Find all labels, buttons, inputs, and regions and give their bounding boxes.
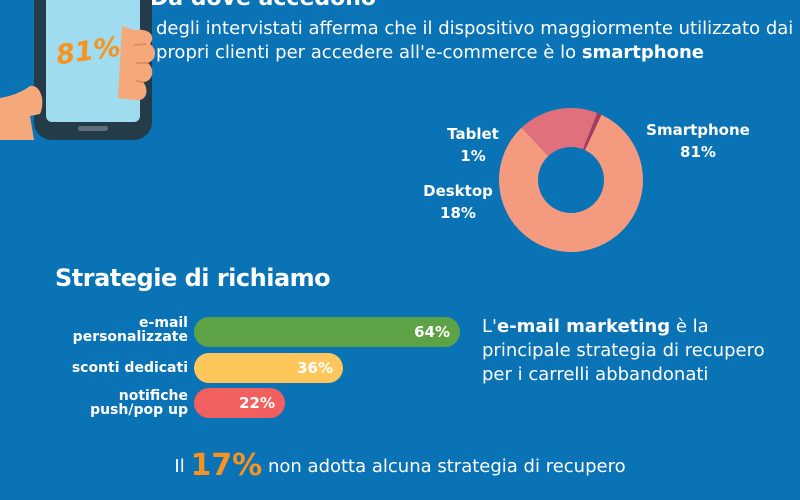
pie-label-smartphone-value: 81% (680, 143, 716, 161)
pie-label-smartphone-name: Smartphone (646, 121, 750, 139)
donut-slice-tablet (583, 112, 602, 151)
device-donut-chart (499, 108, 643, 252)
pie-label-desktop-value: 18% (440, 204, 476, 222)
strategy-note-highlight: e-mail marketing (496, 316, 671, 337)
footer-prefix: Il (174, 456, 185, 477)
bar-value-email: 64% (414, 323, 450, 341)
bar-sconti (194, 353, 343, 383)
pie-label-desktop-name: Desktop (423, 182, 493, 200)
phone-screen (46, 0, 140, 122)
strategy-note: L'e-mail marketing è la principale strat… (482, 315, 782, 387)
bar-value-sconti: 36% (297, 359, 333, 377)
pie-label-tablet-value: 1% (460, 147, 486, 165)
bar-label-sconti: sconti dedicati (71, 360, 188, 376)
pie-label-smartphone: Smartphone 81% (638, 119, 758, 163)
bar-label-email: e-mail personalizzate (72, 315, 188, 345)
intro-text-main: degli intervistati afferma che il dispos… (156, 18, 794, 63)
intro-text: degli intervistati afferma che il dispos… (156, 17, 796, 65)
strategy-note-text: è la principale strategia di recupero pe… (482, 316, 765, 385)
bar-value-notifiche: 22% (239, 394, 275, 412)
bar-email (194, 317, 460, 347)
strategy-note-prefix: L' (482, 316, 497, 337)
pie-label-desktop: Desktop 18% (418, 180, 498, 224)
footer-statement: Il 17% non adotta alcuna strategia di re… (0, 448, 800, 483)
pie-label-tablet: Tablet 1% (438, 123, 508, 167)
phone-in-hand-illustration (0, 0, 156, 140)
bar-label-notifiche: notifiche push/pop up (90, 388, 188, 418)
footer-suffix: non adotta alcuna strategia di recupero (267, 456, 626, 477)
bar-notifiche (194, 388, 285, 418)
donut-slice-desktop (521, 108, 598, 157)
section-title-strategie: Strategie di richiamo (55, 264, 331, 292)
footer-highlight-value: 17% (190, 448, 263, 483)
pie-label-tablet-name: Tablet (447, 125, 499, 143)
page-heading: Da dove accedono (150, 0, 376, 11)
donut-slice-smartphone (499, 114, 643, 252)
intro-text-highlight: smartphone (581, 42, 704, 63)
